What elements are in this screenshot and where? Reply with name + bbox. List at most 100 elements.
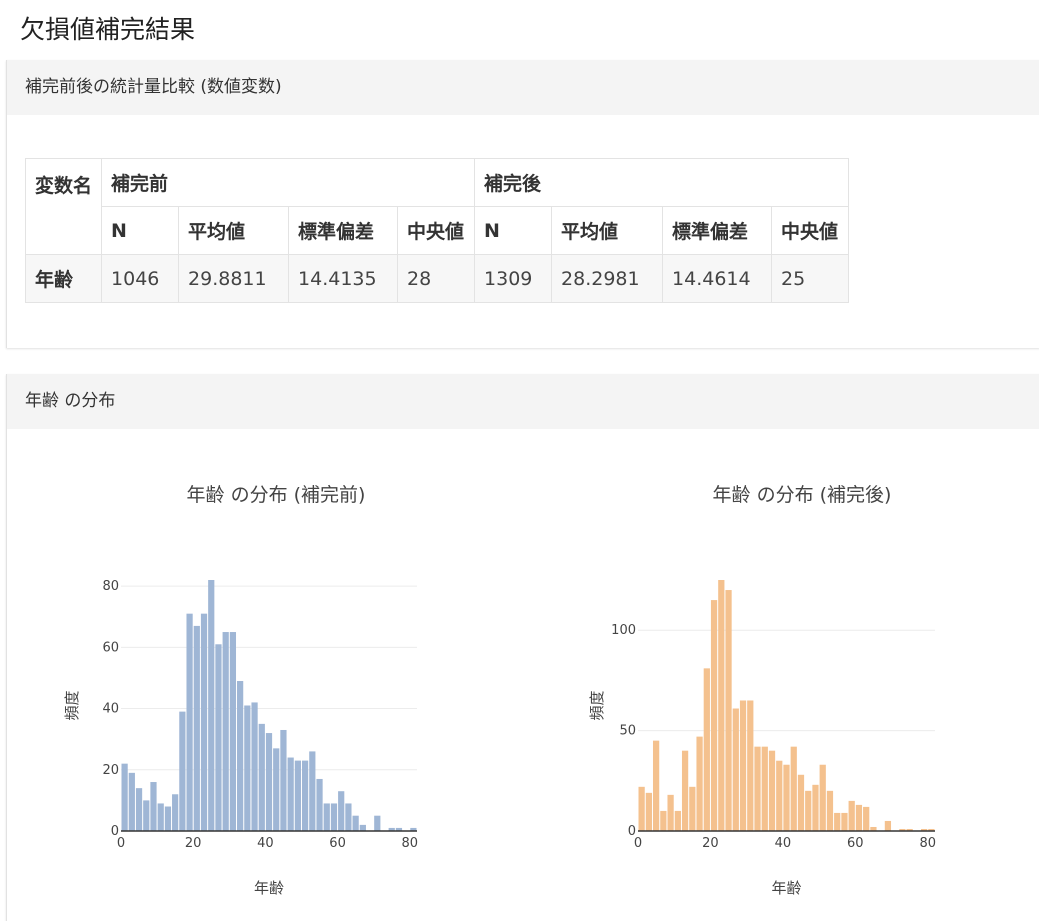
table-cell: 14.4135 <box>288 254 399 303</box>
histogram-bar <box>179 711 186 831</box>
histogram-bar <box>150 782 157 831</box>
histogram-bar <box>739 700 747 831</box>
histogram-bar <box>841 812 848 831</box>
histogram-bar <box>200 613 208 831</box>
histogram-bar <box>265 733 273 831</box>
histogram-bar <box>732 708 739 831</box>
y-tick-label: 0 <box>111 824 119 839</box>
histogram-bar <box>222 632 229 831</box>
x-axis-label: 年齢 <box>254 879 284 897</box>
histogram-bar <box>330 803 338 831</box>
x-tick-label: 20 <box>702 836 719 851</box>
histogram-bar <box>193 625 200 831</box>
col-header: N <box>474 206 553 255</box>
x-tick-label: 40 <box>775 836 792 851</box>
table-cell: 14.4614 <box>662 254 773 303</box>
col-header: 平均値 <box>551 206 664 255</box>
histogram-bar <box>345 803 352 831</box>
histogram-bar <box>229 632 237 831</box>
y-tick-label: 50 <box>619 724 636 739</box>
table-row: 年齢 1046 29.8811 14.4135 28 1309 28.2981 … <box>24 254 850 303</box>
histogram-bar <box>164 806 172 831</box>
table-cell: 1046 <box>101 254 180 303</box>
histogram-bar <box>251 702 258 831</box>
histogram-bar <box>870 826 877 831</box>
histogram-bar <box>208 580 215 831</box>
histogram-bar <box>244 705 251 831</box>
histogram-bar <box>899 828 906 831</box>
histogram-bar <box>280 729 287 831</box>
histogram-bar <box>186 613 193 831</box>
table-cell: 28 <box>397 254 476 303</box>
stats-comparison-card: 補完前後の統計量比較 (数値変数) 変数名 補完前 補完後 N 平均値 標準偏差… <box>6 60 1039 348</box>
histogram-bar <box>761 746 768 831</box>
x-tick-label: 60 <box>847 836 864 851</box>
histogram-bar <box>754 746 761 831</box>
y-tick-label: 40 <box>102 702 119 717</box>
histogram-bar <box>826 790 834 831</box>
histogram-bar <box>121 763 128 831</box>
histogram-bar <box>309 751 316 831</box>
chart-title: 年齢 の分布 (補完前) <box>187 484 366 506</box>
histogram-bar <box>323 803 330 831</box>
histogram-bar <box>768 750 776 831</box>
col-header: 中央値 <box>771 206 850 255</box>
col-header: 標準偏差 <box>288 206 399 255</box>
y-tick-label: 100 <box>611 623 636 638</box>
histogram-bar <box>855 804 863 831</box>
chart-title: 年齢 の分布 (補完後) <box>713 484 892 506</box>
x-tick-label: 60 <box>329 836 346 851</box>
table-cell: 29.8811 <box>178 254 290 303</box>
table-header-row: 変数名 補完前 補完後 <box>24 158 850 255</box>
histogram-bar <box>294 760 301 831</box>
stats-card-header: 補完前後の統計量比較 (数値変数) <box>7 60 1039 115</box>
histogram-bar <box>928 828 935 831</box>
distribution-card: 年齢 の分布 年齢 の分布 (補完前) 0 20 40 60 80 0 20 40 60 80 年齢 頻… <box>6 374 1039 921</box>
table-cell: 25 <box>771 254 850 303</box>
histogram-bar <box>696 736 703 831</box>
y-axis-label: 頻度 <box>588 690 606 720</box>
histogram-bar <box>273 748 280 831</box>
histogram-bar <box>316 778 323 831</box>
table-cell: 28.2981 <box>551 254 664 303</box>
col-header: 標準偏差 <box>662 206 773 255</box>
histogram-bar <box>703 668 710 831</box>
histogram-bar <box>805 790 812 831</box>
y-tick-label: 0 <box>628 824 636 839</box>
histogram-bar <box>906 828 913 831</box>
histogram-bar <box>287 757 294 831</box>
histogram-bar <box>710 600 718 831</box>
col-header: 平均値 <box>178 206 290 255</box>
histogram-bar <box>674 810 681 831</box>
histogram-bar <box>237 681 244 831</box>
histogram-bar <box>652 740 660 831</box>
histogram-bar <box>689 786 696 831</box>
histogram-bar <box>352 815 359 831</box>
histogram-bar <box>645 792 652 831</box>
histogram-bar <box>725 590 732 831</box>
histogram-bar <box>776 760 783 831</box>
y-axis-label: 頻度 <box>63 690 81 720</box>
histogram-bar <box>718 580 725 831</box>
histogram-bar <box>884 820 892 831</box>
row-variable-name: 年齢 <box>24 254 103 303</box>
histogram-bar <box>638 786 645 831</box>
histogram-bar <box>921 828 928 831</box>
histogram-bar <box>388 827 395 831</box>
x-tick-label: 80 <box>402 836 419 851</box>
histogram-bar <box>374 815 381 831</box>
histogram-after: 年齢 の分布 (補完後) 0 50 100 0 20 40 60 80 年齢 頻度 <box>588 484 936 897</box>
histogram-bar <box>410 827 417 831</box>
stats-table: 変数名 補完前 補完後 N 平均値 標準偏差 中央値 N 平均値 標準偏差 中央… <box>24 158 850 303</box>
y-tick-label: 60 <box>102 640 119 655</box>
table-subheader-row: N 平均値 標準偏差 中央値 N 平均値 標準偏差 中央値 <box>26 206 850 255</box>
histogram-bar <box>834 812 841 831</box>
histogram-bar <box>681 750 689 831</box>
histogram-bar <box>143 800 150 831</box>
histogram-bar <box>359 824 366 831</box>
histogram-bar <box>863 806 870 831</box>
col-header: N <box>101 206 180 255</box>
x-tick-label: 40 <box>257 836 274 851</box>
histogram-bar <box>157 803 164 831</box>
x-axis-label: 年齢 <box>771 879 801 897</box>
